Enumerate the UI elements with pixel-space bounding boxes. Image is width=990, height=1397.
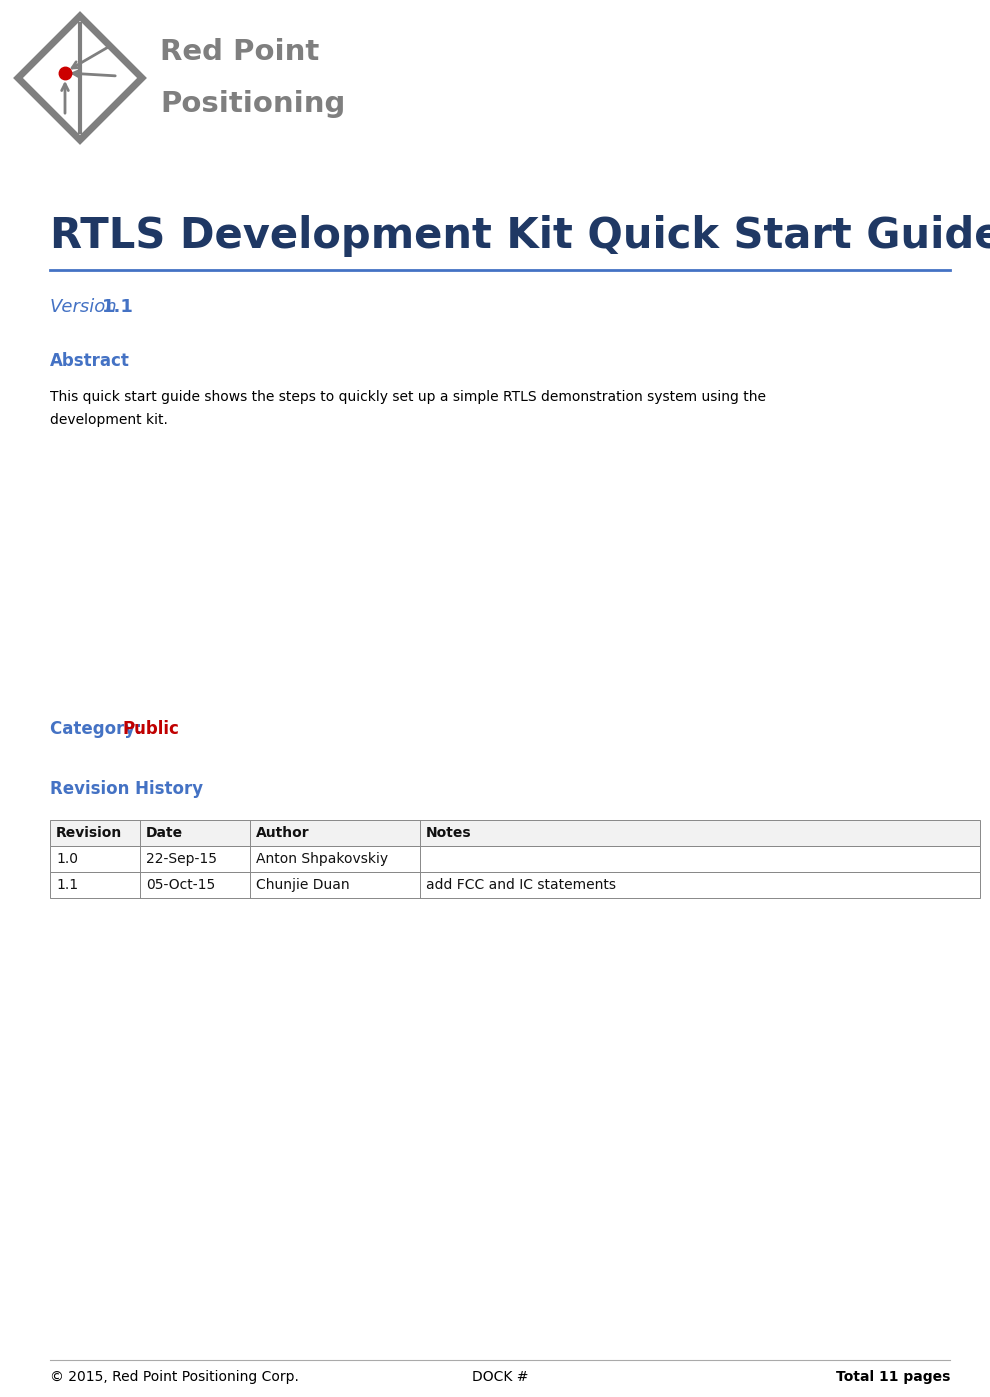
Bar — [50, 847, 980, 872]
Text: Revision: Revision — [56, 826, 122, 840]
Bar — [50, 820, 980, 847]
Text: Total 11 pages: Total 11 pages — [836, 1370, 950, 1384]
Text: Date: Date — [146, 826, 183, 840]
Text: Anton Shpakovskiy: Anton Shpakovskiy — [256, 852, 388, 866]
Bar — [50, 872, 980, 898]
Text: 05-Oct-15: 05-Oct-15 — [146, 877, 215, 893]
Text: 1.1: 1.1 — [102, 298, 134, 316]
Text: Chunjie Duan: Chunjie Duan — [256, 877, 349, 893]
Text: Positioning: Positioning — [160, 89, 346, 117]
Text: RTLS Development Kit Quick Start Guide: RTLS Development Kit Quick Start Guide — [50, 215, 990, 257]
Text: 22-Sep-15: 22-Sep-15 — [146, 852, 217, 866]
Text: Revision History: Revision History — [50, 780, 203, 798]
Text: 1.1: 1.1 — [56, 877, 78, 893]
Text: This quick start guide shows the steps to quickly set up a simple RTLS demonstra: This quick start guide shows the steps t… — [50, 390, 766, 427]
Text: Public: Public — [123, 719, 180, 738]
Text: Author: Author — [256, 826, 310, 840]
Text: Category:: Category: — [50, 719, 148, 738]
Text: Red Point: Red Point — [160, 38, 319, 66]
Text: © 2015, Red Point Positioning Corp.: © 2015, Red Point Positioning Corp. — [50, 1370, 299, 1384]
Text: Abstract: Abstract — [50, 352, 130, 370]
Text: 1.0: 1.0 — [56, 852, 78, 866]
Text: add FCC and IC statements: add FCC and IC statements — [426, 877, 616, 893]
Text: Version: Version — [50, 298, 123, 316]
Text: Notes: Notes — [426, 826, 471, 840]
Text: DOCK #: DOCK # — [472, 1370, 529, 1384]
